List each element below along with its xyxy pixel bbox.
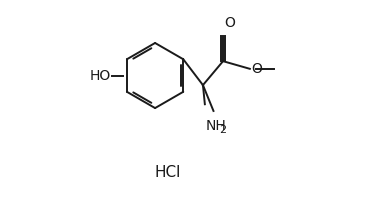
Text: O: O bbox=[251, 62, 262, 76]
Text: 2: 2 bbox=[219, 125, 226, 135]
Text: NH: NH bbox=[206, 119, 227, 133]
Text: O: O bbox=[224, 16, 235, 30]
Text: HCl: HCl bbox=[154, 165, 181, 180]
Text: HO: HO bbox=[90, 69, 111, 83]
